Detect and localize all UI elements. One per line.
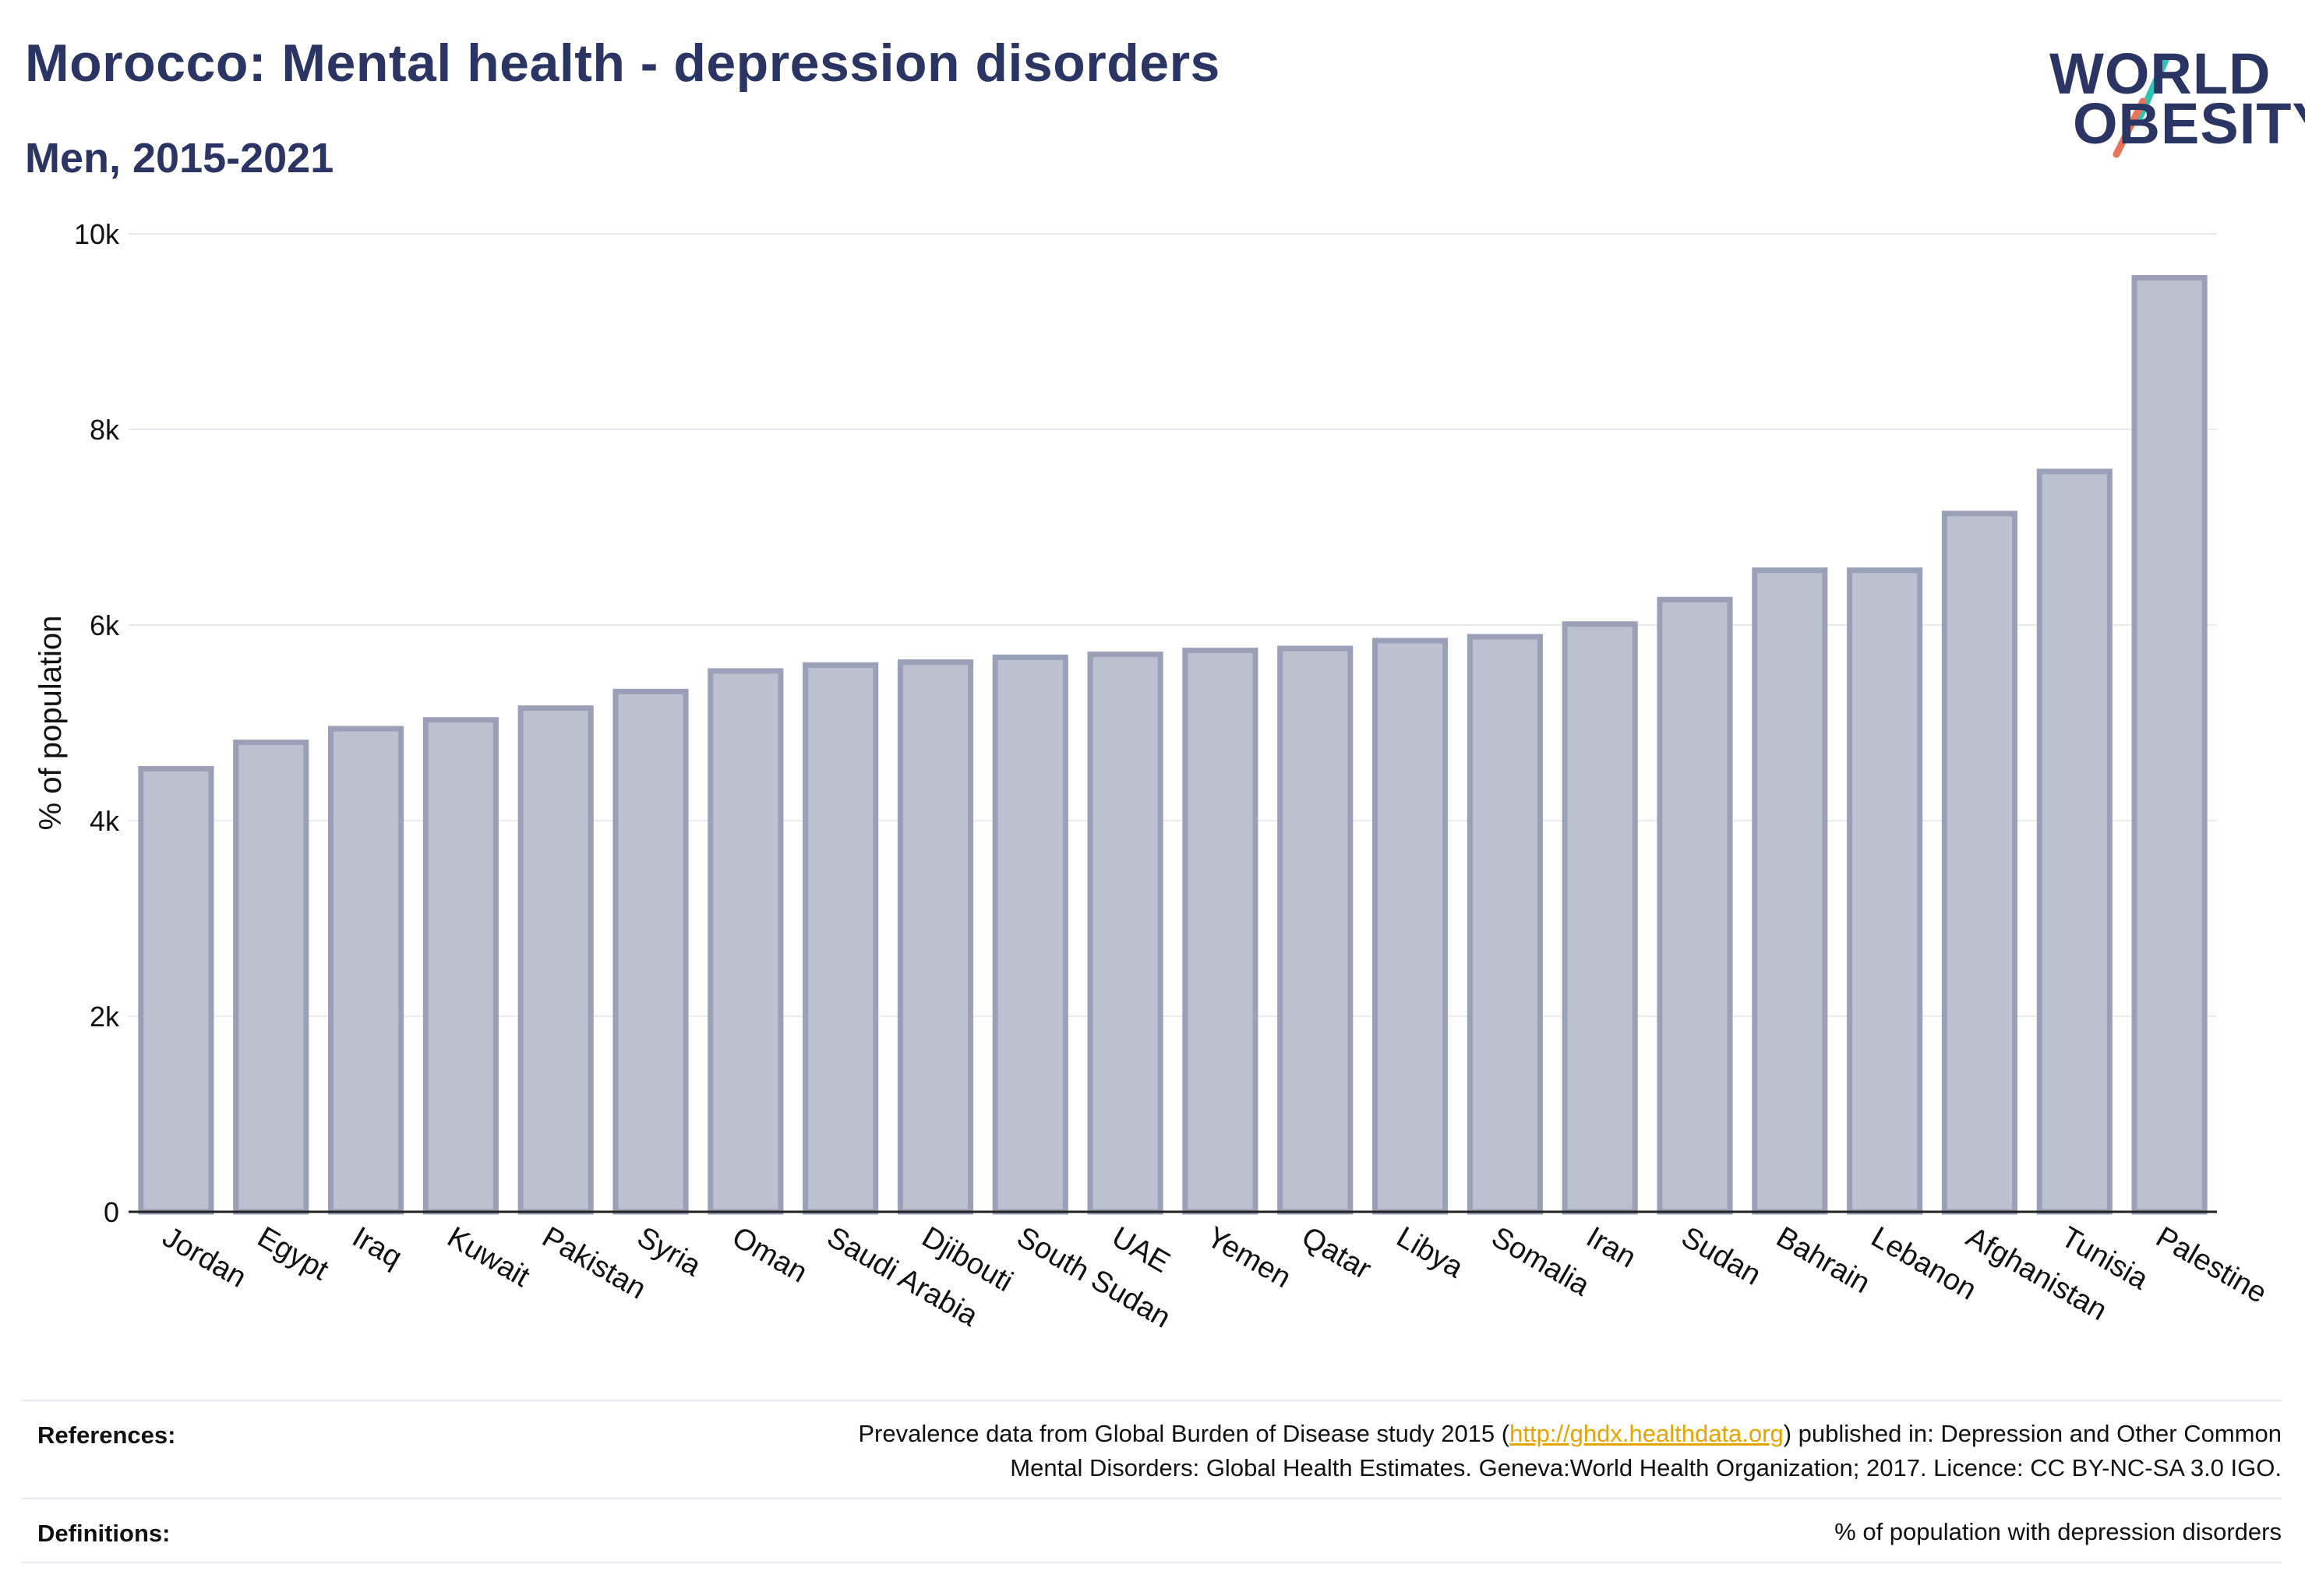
bar-bahrain[interactable] xyxy=(1752,567,1828,1215)
references-row: References: Prevalence data from Global … xyxy=(22,1417,2282,1495)
bar-saudi-arabia[interactable] xyxy=(803,662,879,1215)
bar-lebanon[interactable] xyxy=(1847,567,1923,1215)
bar-uae[interactable] xyxy=(1087,651,1163,1215)
bar-yemen[interactable] xyxy=(1182,648,1258,1215)
x-tick-label: Kuwait xyxy=(442,1220,535,1294)
x-tick-label: Iraq xyxy=(347,1220,408,1274)
x-tick-label: Jordan xyxy=(157,1220,252,1294)
y-tick-label: 0 xyxy=(104,1196,119,1228)
x-tick-label: Yemen xyxy=(1201,1220,1296,1294)
bar-sudan[interactable] xyxy=(1657,596,1733,1215)
bar-chart: 0 2k 4k 6k 8k 10k Jordan Egypt Iraq Kuwait Pakist… xyxy=(34,218,2272,1335)
definitions-row: Definitions: % of population with depres… xyxy=(22,1515,2282,1554)
bar-pakistan[interactable] xyxy=(517,705,594,1215)
references-text-1b: ) published in: Depression and Other Com… xyxy=(1783,1420,2282,1447)
x-tick-label: Iran xyxy=(1581,1220,1642,1274)
y-axis-ticks: 0 2k 4k 6k 8k 10k xyxy=(74,218,120,1228)
logo-slash-icon xyxy=(2113,55,2170,158)
bar-palestine[interactable] xyxy=(2131,274,2208,1215)
y-tick-label: 4k xyxy=(90,805,120,837)
x-tick-label: Sudan xyxy=(1676,1220,1767,1291)
x-tick-label: Bahrain xyxy=(1770,1220,1875,1300)
footer-divider-bottom xyxy=(22,1562,2282,1563)
footer-divider-middle xyxy=(22,1498,2282,1499)
y-tick-label: 8k xyxy=(90,414,120,446)
references-label: References: xyxy=(37,1421,176,1449)
bar-djibouti[interactable] xyxy=(897,659,974,1215)
references-link[interactable]: http://ghdx.healthdata.org xyxy=(1509,1420,1784,1447)
references-text-1a: Prevalence data from Global Burden of Di… xyxy=(858,1420,1510,1447)
bar-jordan[interactable] xyxy=(138,765,214,1215)
bar-afghanistan[interactable] xyxy=(1941,510,2018,1215)
world-obesity-logo: WORLD OBESITY xyxy=(2042,23,2305,164)
bar-iran[interactable] xyxy=(1562,621,1638,1215)
chart-title: Morocco: Mental health - depression diso… xyxy=(25,34,1220,93)
y-tick-label: 10k xyxy=(74,218,120,250)
definitions-text: % of population with depression disorder… xyxy=(1834,1518,2282,1545)
x-tick-label: Oman xyxy=(726,1220,813,1289)
bar-iraq[interactable] xyxy=(327,726,404,1215)
y-tick-label: 2k xyxy=(90,1001,120,1033)
x-tick-label: Egypt xyxy=(252,1220,334,1287)
x-tick-label: Palestine xyxy=(2151,1220,2272,1310)
chart-subtitle: Men, 2015-2021 xyxy=(25,135,334,182)
x-tick-label: UAE xyxy=(1107,1220,1176,1279)
y-tick-label: 6k xyxy=(90,609,120,641)
definitions-label: Definitions: xyxy=(37,1520,171,1547)
bar-tunisia[interactable] xyxy=(2036,468,2113,1215)
bar-libya[interactable] xyxy=(1371,637,1449,1215)
bar-egypt[interactable] xyxy=(233,740,309,1215)
bar-south-sudan[interactable] xyxy=(992,654,1068,1215)
chart-bars xyxy=(138,274,2208,1215)
logo-text-obesity: OBESITY xyxy=(2073,91,2305,156)
x-tick-label: Qatar xyxy=(1296,1220,1377,1286)
bar-oman[interactable] xyxy=(708,668,784,1215)
bar-syria[interactable] xyxy=(612,688,689,1215)
bar-somalia[interactable] xyxy=(1467,634,1543,1215)
x-tick-label: Pakistan xyxy=(537,1220,651,1305)
logo-text-world: WORLD xyxy=(2049,41,2271,106)
footer-divider-top xyxy=(22,1400,2282,1401)
x-tick-label: Lebanon xyxy=(1866,1220,1982,1306)
bar-kuwait[interactable] xyxy=(422,717,499,1215)
x-tick-label: Libya xyxy=(1391,1220,1469,1284)
references-text: Prevalence data from Global Burden of Di… xyxy=(858,1417,2282,1485)
bar-qatar[interactable] xyxy=(1277,645,1354,1215)
y-axis-label: % of population xyxy=(34,616,68,831)
x-tick-label: Somalia xyxy=(1486,1220,1596,1302)
references-text-2: Mental Disorders: Global Health Estimate… xyxy=(1010,1454,2282,1481)
